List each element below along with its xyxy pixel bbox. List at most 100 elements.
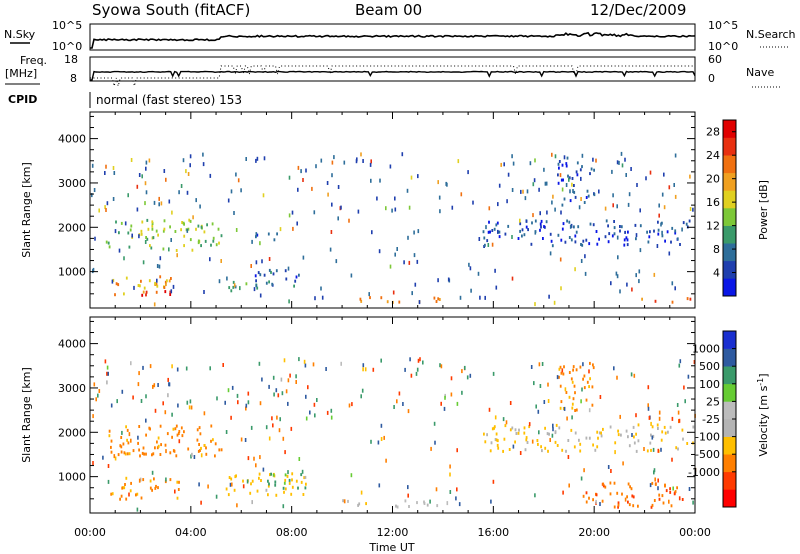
power-echo-cell xyxy=(635,237,637,241)
power-echo-cell xyxy=(153,302,156,307)
velocity-echo-cell xyxy=(124,452,127,456)
power-echo-cell xyxy=(254,274,257,278)
power-echo-cell xyxy=(329,247,332,252)
power-echo-cell xyxy=(542,237,544,240)
power-echo-cell xyxy=(115,220,117,224)
power-echo-cell xyxy=(321,295,324,300)
power-echo-cell xyxy=(470,288,472,293)
power-echo-cell xyxy=(155,229,158,233)
velocity-echo-cell xyxy=(560,371,563,375)
velocity-colorbar-segment xyxy=(723,489,736,508)
power-echo-cell xyxy=(170,238,172,242)
velocity-echo-cell xyxy=(669,490,672,494)
power-echo-cell xyxy=(578,205,581,210)
power-colorbar-tick-label: 8 xyxy=(713,243,720,256)
velocity-echo-cell xyxy=(443,406,446,411)
velocity-echo-cell xyxy=(277,393,280,398)
power-echo-cell xyxy=(585,196,588,199)
power-echo-cell xyxy=(182,221,185,225)
power-echo-cell xyxy=(558,166,560,170)
velocity-echo-cell xyxy=(274,483,277,487)
power-echo-cell xyxy=(140,229,143,233)
velocity-echo-cell xyxy=(653,468,656,473)
power-echo-cell xyxy=(689,207,692,211)
velocity-echo-cell xyxy=(214,454,216,458)
power-echo-cell xyxy=(674,229,677,233)
velocity-echo-cell xyxy=(174,427,177,431)
power-echo-cell xyxy=(586,189,589,193)
velocity-echo-cell xyxy=(492,371,495,376)
velocity-echo-cell xyxy=(119,444,122,448)
power-echo-cell xyxy=(360,152,362,157)
power-echo-cell xyxy=(230,189,233,194)
power-echo-cell xyxy=(435,300,438,303)
velocity-echo-cell xyxy=(671,457,673,462)
velocity-echo-cell xyxy=(650,433,652,437)
velocity-echo-cell xyxy=(591,403,594,407)
velocity-echo-cell xyxy=(305,416,308,421)
velocity-echo-cell xyxy=(658,410,661,415)
velocity-echo-cell xyxy=(106,371,108,376)
velocity-echo-cell xyxy=(191,452,193,457)
power-echo-cell xyxy=(658,213,660,218)
velocity-echo-cell xyxy=(330,408,333,413)
velocity-echo-cell xyxy=(585,500,588,504)
power-echo-cell xyxy=(619,289,621,294)
velocity-echo-cell xyxy=(613,505,616,509)
velocity-echo-cell xyxy=(120,436,123,439)
power-echo-cell xyxy=(370,178,372,183)
velocity-echo-cell xyxy=(287,378,290,383)
velocity-echo-cell xyxy=(188,405,191,410)
velocity-echo-cell xyxy=(136,492,139,496)
velocity-echo-cell xyxy=(630,487,633,491)
power-colorbar-label: Power [dB] xyxy=(757,180,770,240)
power-echo-cell xyxy=(486,239,489,243)
power-echo-cell xyxy=(661,234,664,238)
velocity-echo-cell xyxy=(407,409,410,414)
velocity-echo-cell xyxy=(245,406,247,411)
velocity-echo-cell xyxy=(466,375,469,380)
power-echo-cell xyxy=(255,284,258,288)
velocity-echo-cell xyxy=(491,427,494,431)
velocity-echo-cell xyxy=(107,464,110,468)
power-echo-cell xyxy=(187,172,190,176)
velocity-echo-cell xyxy=(283,490,285,494)
velocity-echo-cell xyxy=(544,446,547,450)
power-echo-cell xyxy=(489,230,491,234)
velocity-echo-cell xyxy=(489,449,492,453)
nave-tick-bottom: 0 xyxy=(708,72,715,85)
power-echo-cell xyxy=(664,239,666,243)
velocity-echo-cell xyxy=(171,364,173,369)
velocity-echo-cell xyxy=(230,477,233,481)
velocity-echo-cell xyxy=(444,395,446,400)
power-echo-cell xyxy=(519,218,521,223)
power-ytick-label: 1000 xyxy=(58,266,86,279)
velocity-echo-cell xyxy=(585,398,588,402)
power-echo-cell xyxy=(417,229,420,234)
velocity-echo-cell xyxy=(155,484,157,488)
velocity-echo-cell xyxy=(514,428,517,432)
velocity-echo-cell xyxy=(678,418,681,423)
velocity-echo-cell xyxy=(662,501,665,505)
power-echo-cell xyxy=(533,178,536,183)
power-colorbar-segment xyxy=(723,137,736,156)
velocity-echo-cell xyxy=(624,497,627,502)
velocity-echo-cell xyxy=(538,430,540,435)
velocity-echo-cell xyxy=(110,439,113,443)
power-echo-cell xyxy=(187,227,190,231)
power-echo-cell xyxy=(320,286,322,291)
power-echo-cell xyxy=(645,176,647,181)
velocity-echo-cell xyxy=(434,440,436,445)
power-echo-cell xyxy=(152,236,155,240)
power-echo-cell xyxy=(624,157,626,162)
velocity-echo-cell xyxy=(566,416,568,421)
power-echo-cell xyxy=(558,160,561,163)
power-echo-cell xyxy=(568,177,570,182)
velocity-echo-cell xyxy=(259,401,262,406)
velocity-echo-cell xyxy=(585,436,588,440)
power-echo-cell xyxy=(145,160,148,165)
power-echo-cell xyxy=(630,167,632,171)
power-echo-cell xyxy=(163,227,166,231)
velocity-echo-cell xyxy=(651,503,654,507)
power-echo-cell xyxy=(398,300,401,304)
